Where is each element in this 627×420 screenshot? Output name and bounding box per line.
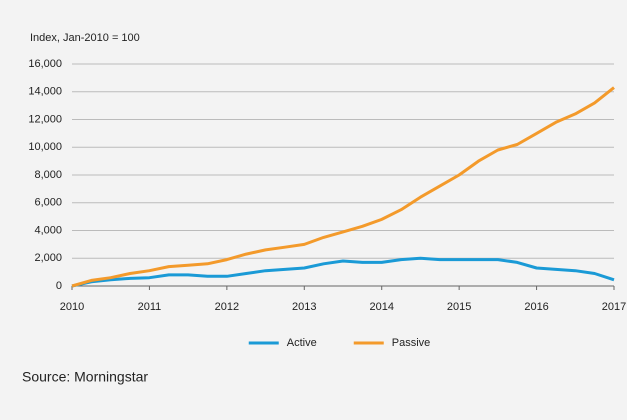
y-tick-label: 0 (56, 280, 62, 292)
x-tick-label: 2016 (524, 301, 548, 313)
legend-label: Active (287, 337, 317, 349)
y-axis-label: Index, Jan-2010 = 100 (30, 32, 140, 44)
y-tick-label: 4,000 (34, 224, 62, 236)
series-line (71, 256, 615, 288)
x-tick-label: 2012 (215, 301, 239, 313)
x-tick-label: 2010 (60, 301, 84, 313)
x-tick-label: 2015 (447, 301, 471, 313)
x-tick-label: 2017 (602, 301, 626, 313)
series-line (71, 86, 615, 288)
y-tick-label: 6,000 (34, 197, 62, 209)
x-tick-label: 2014 (369, 301, 393, 313)
legend-label: Passive (392, 337, 431, 349)
y-tick-label: 2,000 (34, 252, 62, 264)
x-tick-label: 2011 (138, 301, 162, 313)
y-tick-label: 12,000 (28, 113, 62, 125)
source-note: Source: Morningstar (22, 369, 148, 385)
x-tick-label: 2013 (292, 301, 316, 313)
y-tick-label: 8,000 (34, 169, 62, 181)
y-tick-label: 16,000 (28, 58, 62, 70)
y-tick-label: 10,000 (28, 141, 62, 153)
y-tick-label: 14,000 (28, 86, 62, 98)
